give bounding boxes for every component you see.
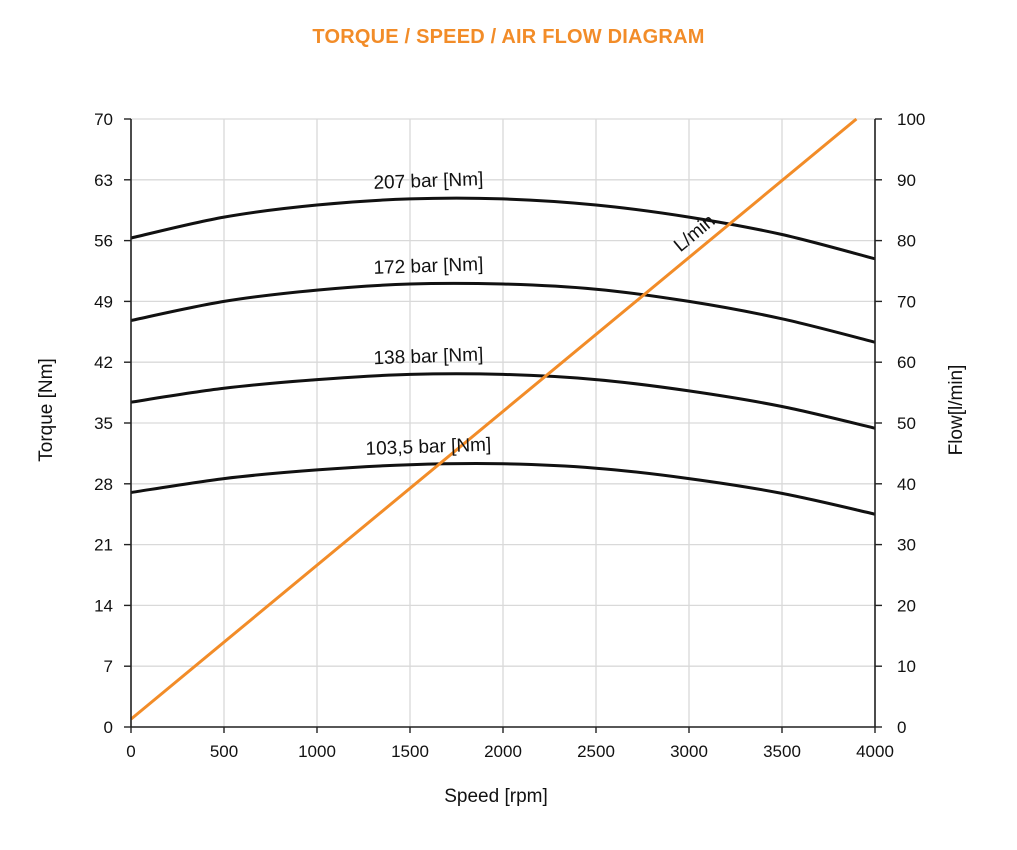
curve-label-138-bar-nm: 138 bar [Nm]: [373, 344, 483, 369]
y2-tick-label: 90: [897, 171, 916, 190]
y-tick-label: 0: [104, 718, 113, 737]
y-tick-label: 35: [94, 414, 113, 433]
y-tick-label: 28: [94, 475, 113, 494]
y2-tick-label: 10: [897, 657, 916, 676]
grid: [130, 118, 876, 728]
y2-tick-label: 80: [897, 232, 916, 251]
y-tick-label: 49: [94, 292, 113, 311]
y2-tick-label: 0: [897, 718, 906, 737]
flow-line: [130, 117, 858, 721]
y2-tick-label: 30: [897, 536, 916, 555]
y-tick-label: 42: [94, 353, 113, 372]
y2-axis-label: Flow[l/min]: [946, 365, 967, 456]
y2-tick-label: 60: [897, 353, 916, 372]
torque-curve-207-bar-nm: [130, 196, 876, 261]
x-tick-label: 4000: [856, 742, 894, 761]
y2-tick-label: 40: [897, 475, 916, 494]
x-tick-label: 3500: [763, 742, 801, 761]
x-tick-label: 0: [126, 742, 135, 761]
x-tick-label: 500: [210, 742, 238, 761]
axes: [124, 118, 882, 733]
y2-tick-label: 20: [897, 596, 916, 615]
y-tick-label: 7: [104, 657, 113, 676]
x-tick-label: 3000: [670, 742, 708, 761]
torque-curve-172-bar-nm: [130, 281, 876, 344]
y-tick-label: 56: [94, 232, 113, 251]
y2-tick-label: 50: [897, 414, 916, 433]
y2-tick-label: 100: [897, 110, 925, 129]
curve-label-207-bar-nm: 207 bar [Nm]: [373, 169, 483, 194]
chart-title: TORQUE / SPEED / AIR FLOW DIAGRAM: [312, 26, 705, 48]
x-tick-label: 2000: [484, 742, 522, 761]
torque-curve-103-5-bar-nm: [130, 462, 876, 516]
torque-curve-138-bar-nm: [130, 372, 876, 430]
tick-labels: 0 7 14 21 28 35 42 49 56 63 70 0 10 20 30 40 50 60 70 80 90 1…: [94, 110, 925, 761]
y-axis-label: Torque [Nm]: [36, 358, 57, 461]
y-tick-label: 63: [94, 171, 113, 190]
x-tick-label: 2500: [577, 742, 615, 761]
x-axis-label: Speed [rpm]: [444, 786, 548, 807]
y2-tick-label: 70: [897, 292, 916, 311]
x-tick-label: 1000: [298, 742, 336, 761]
series-layer: [130, 117, 876, 721]
curve-label-103-5-bar-nm: 103,5 bar [Nm]: [365, 435, 491, 460]
y-tick-label: 14: [94, 596, 113, 615]
x-tick-label: 1500: [391, 742, 429, 761]
y-tick-label: 21: [94, 536, 113, 555]
y-tick-label: 70: [94, 110, 113, 129]
curve-label-172-bar-nm: 172 bar [Nm]: [373, 254, 483, 279]
